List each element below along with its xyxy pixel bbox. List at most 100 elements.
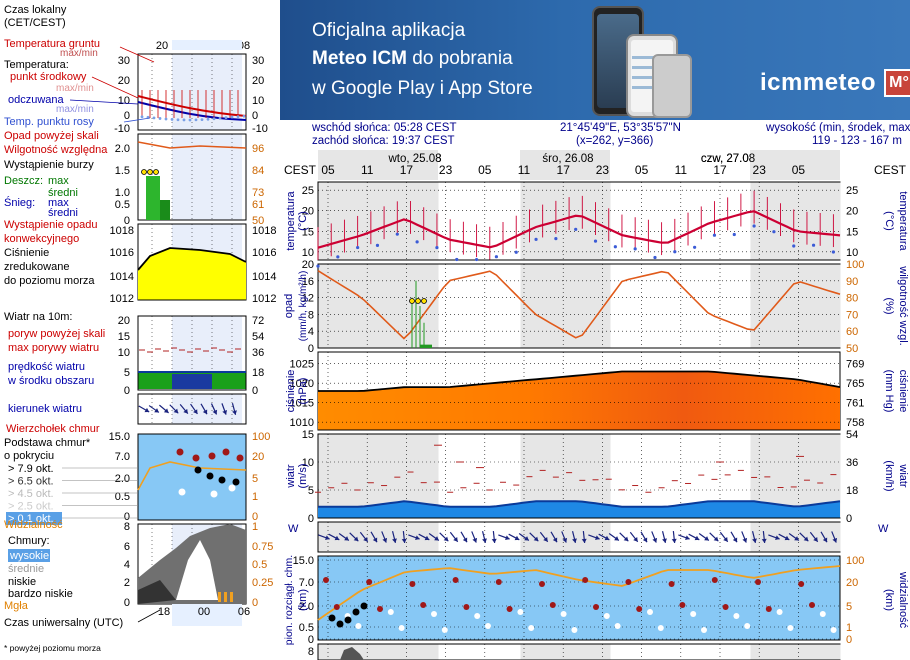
cloud-base-bg <box>318 556 840 640</box>
wind-arrow-head <box>562 537 568 543</box>
legend-dew-dot <box>182 118 186 122</box>
vis-tick-right: 20 <box>846 577 858 589</box>
cloud-base-dot <box>474 613 481 619</box>
wind-arrow <box>698 532 710 542</box>
wind-arrow <box>359 531 369 543</box>
wind-arrow-head <box>462 537 468 543</box>
legend-text: średni <box>48 187 78 199</box>
wind-arrow <box>550 531 558 543</box>
wind-arrow <box>651 531 658 543</box>
legend-tick: 1 <box>252 491 258 503</box>
legend-dew-dot <box>170 118 174 121</box>
visibility-line <box>317 565 841 621</box>
legend-tick: 0 <box>252 511 258 523</box>
legend-text: Podstawa chmur* <box>4 437 91 449</box>
pressure-tick-left: 1025 <box>290 359 314 371</box>
legend-tick: 0.75 <box>252 541 273 553</box>
wind-arrow <box>640 531 648 543</box>
legend-base-dot <box>178 488 186 496</box>
legend-shade <box>172 134 242 220</box>
pressure-label-right: ciśnienie <box>897 370 909 413</box>
brand-text: icmmeteo <box>760 69 877 96</box>
legend-tick: 1014 <box>110 271 134 283</box>
legend-tick: 54 <box>252 331 264 343</box>
legend-tick: 1.5 <box>115 165 130 177</box>
wind-arrow <box>629 531 639 543</box>
legend-cloud-low <box>138 580 176 604</box>
legend-text: max/min <box>56 104 94 115</box>
wind-glyph: W <box>288 523 299 535</box>
legend-tick: 1016 <box>252 247 276 259</box>
dewpoint-dot <box>712 233 717 237</box>
legend-tick: 18 <box>252 367 264 379</box>
legend-shade <box>172 604 242 626</box>
legend-tick: 0 <box>124 385 130 397</box>
wind-tick-left: 10 <box>302 457 314 469</box>
legend-tick: 0 <box>124 110 130 122</box>
cloud-base-dot <box>765 606 772 612</box>
wind-arrow-head <box>372 537 378 543</box>
cloud-base-dot <box>593 604 599 610</box>
temp-tick-right: 20 <box>846 206 858 218</box>
dewpoint-dot <box>474 257 479 262</box>
cloud-base-dot <box>463 604 470 610</box>
wind-arrow <box>799 532 809 542</box>
legend-tick: 0 <box>124 215 130 227</box>
wind-arrow-head <box>505 535 510 541</box>
wind-arrow-head <box>623 536 629 542</box>
vis-tick-right: 1 <box>846 622 852 634</box>
wind-arrow-head <box>334 535 340 541</box>
cloud-base-dot <box>441 627 448 633</box>
dewpoint-dot <box>395 232 399 236</box>
base-tick-left: 0.5 <box>299 622 314 634</box>
wind-arrow <box>481 531 487 543</box>
dewpoint-dot <box>811 243 816 247</box>
legend-text: Wilgotność względna <box>4 144 108 156</box>
wind-arrow-head <box>752 538 757 543</box>
wind-arrow <box>491 530 497 544</box>
dewpoint-dot <box>673 250 677 254</box>
wind-arrow <box>761 530 767 544</box>
legend-wind-fill-dark <box>172 374 212 389</box>
legend-text: w środku obszaru <box>7 375 94 387</box>
humidity-tick-right: 60 <box>846 326 858 338</box>
promo-banner[interactable]: Oficjalna aplikacja Meteo ICM do pobrani… <box>280 0 910 120</box>
legend-tick: -10 <box>114 123 130 135</box>
cloud-base-dot <box>603 613 610 619</box>
precip-mean-bar <box>420 344 432 348</box>
legend-text: max/min <box>56 83 94 94</box>
legend-wind-arrow-head <box>144 407 150 413</box>
base-tick-left: 7.0 <box>299 577 314 589</box>
legend-tick: 0.5 <box>252 559 267 571</box>
humidity-label: wilgotność wzgl. <box>897 265 909 345</box>
legend-dew-dot <box>212 117 216 121</box>
legend-text: zredukowane <box>4 261 69 273</box>
cloud-base-dot <box>647 609 653 615</box>
wind-label: wiatr <box>285 464 297 489</box>
dewpoint-dot <box>316 264 320 268</box>
dewpoint-dot <box>653 255 657 260</box>
wind-arrow <box>318 534 330 541</box>
precip-tick-left: 20 <box>302 259 314 271</box>
wind-arrow-head <box>633 537 638 542</box>
dewpoint-dot <box>732 232 736 237</box>
cest-right: CEST <box>874 163 907 177</box>
legend-dew-dot <box>236 115 240 119</box>
wind-arrow <box>561 531 568 543</box>
sunrise-text: wschód słońca: 05:28 CEST <box>312 122 457 134</box>
legend-tick: 0 <box>252 110 258 122</box>
night-shade <box>520 182 611 260</box>
legend-vis-line <box>137 461 247 491</box>
wind-arrow <box>820 531 828 543</box>
day-label: czw, 27.08 <box>701 153 755 165</box>
legend-base-dot <box>228 484 236 492</box>
legend-text: > 2.5 okt. <box>8 501 54 513</box>
dewpoint-dot <box>375 243 380 247</box>
legend-tick: 30 <box>252 55 264 67</box>
legend-tick: 20 <box>118 315 130 327</box>
banner-line3: w Google Play i App Store <box>312 78 533 99</box>
cloud-base-dot <box>614 623 621 629</box>
night-shade <box>318 644 439 660</box>
legend-text: max porywy wiatru <box>8 342 99 354</box>
phone-image-3 <box>652 54 692 118</box>
